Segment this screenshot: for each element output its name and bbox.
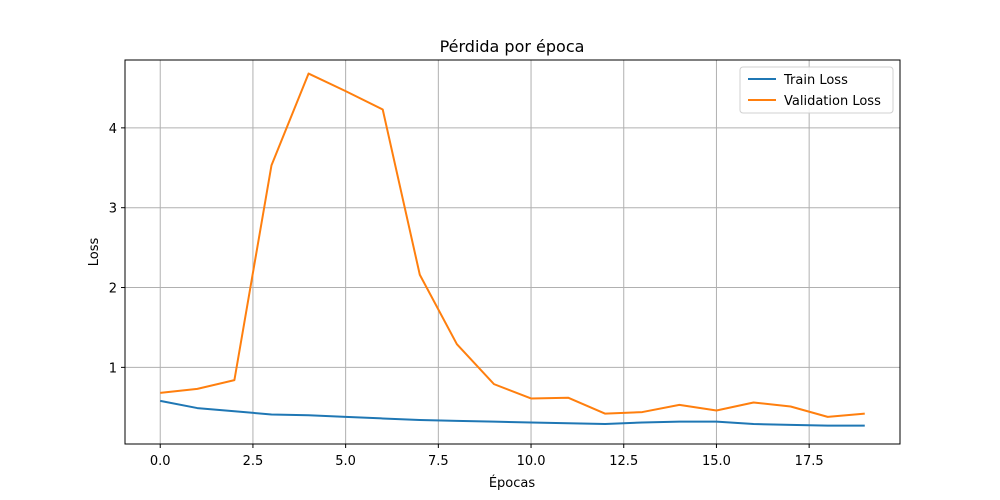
validation-loss-line <box>160 72 865 418</box>
grid-lines <box>125 60 900 444</box>
y-tick-label: 4 <box>109 122 117 137</box>
plot-frame <box>124 59 901 445</box>
x-tick-label: 2.5 <box>243 454 264 469</box>
x-tick-label: 0.0 <box>150 454 171 469</box>
x-tick-label: 12.5 <box>609 454 638 469</box>
x-axis-label: Épocas <box>489 475 536 491</box>
x-tick-label: 15.0 <box>702 454 731 469</box>
chart-title: Pérdida por época <box>440 37 585 56</box>
x-tick-label: 7.5 <box>428 454 449 469</box>
train-loss-line <box>160 399 865 427</box>
y-tick-label: 1 <box>109 361 117 376</box>
series-layer <box>160 72 865 427</box>
y-axis-ticks: 1 2 3 4 <box>109 122 125 376</box>
legend: Train Loss Validation Loss <box>739 66 894 114</box>
x-tick-label: 5.0 <box>335 454 356 469</box>
y-tick-label: 3 <box>109 202 117 217</box>
legend-label-validation-loss: Validation Loss <box>784 94 881 109</box>
x-axis-ticks: 0.0 2.5 5.0 7.5 10.0 12.5 15.0 17.5 <box>150 444 824 469</box>
y-tick-label: 2 <box>109 282 117 297</box>
x-tick-label: 17.5 <box>795 454 824 469</box>
y-axis-label: Loss <box>87 238 102 267</box>
x-tick-label: 10.0 <box>517 454 546 469</box>
legend-box <box>739 66 894 114</box>
legend-label-train-loss: Train Loss <box>783 73 848 88</box>
